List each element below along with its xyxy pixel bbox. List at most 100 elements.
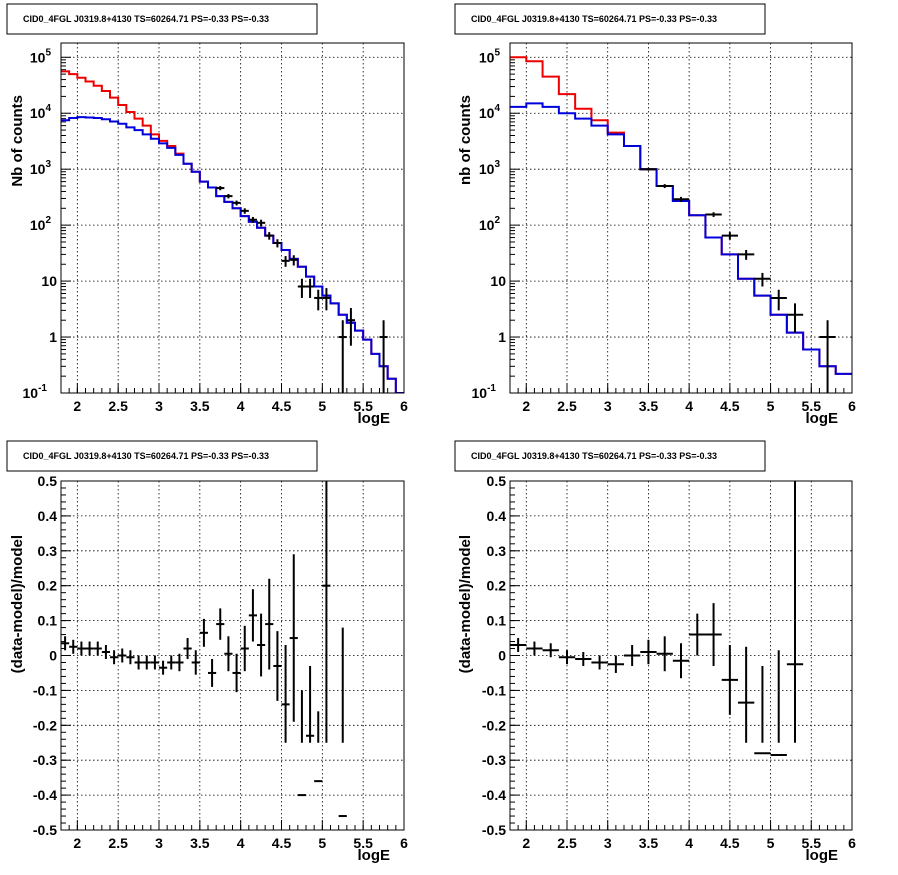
data-point <box>306 665 315 743</box>
data-point <box>110 650 119 665</box>
panel-bottom-left: CID0_4FGL J0319.8+4130 TS=60264.71 PS=-0… <box>6 440 408 864</box>
data-point <box>257 219 266 227</box>
title-box <box>6 3 318 35</box>
x-tick-label: 3 <box>155 835 163 851</box>
data-point <box>754 665 771 755</box>
y-tick-label: 0.4 <box>38 508 58 524</box>
data-point <box>322 481 331 743</box>
y-tick-label: 1 <box>49 329 57 345</box>
plot-area <box>61 70 404 393</box>
data-point <box>656 184 673 189</box>
data-point <box>656 636 673 672</box>
data-point <box>265 232 274 240</box>
y-tick-base: 10 <box>30 161 46 177</box>
x-tick-label: 2.5 <box>557 835 577 851</box>
y-tick-label: 0.3 <box>38 543 58 559</box>
plot-frame <box>509 42 853 394</box>
data-point <box>672 643 690 679</box>
x-tick-label: 6 <box>848 398 856 414</box>
y-tick-label: -0.4 <box>482 787 506 803</box>
y-tick-exponent: 4 <box>45 103 51 114</box>
data-point <box>183 638 192 659</box>
x-axis-label: logE <box>806 410 839 427</box>
data-point <box>61 636 70 651</box>
data-point <box>273 631 282 701</box>
x-tick-label: 4.5 <box>272 398 292 414</box>
title-box <box>454 440 766 472</box>
x-tick-label: 2.5 <box>108 398 128 414</box>
data-point <box>542 643 559 658</box>
data-point <box>265 578 274 670</box>
data-point <box>689 613 706 656</box>
y-tick-label: 1 <box>498 329 506 345</box>
y-tick-exponent: 3 <box>45 159 51 170</box>
y-axis-label: (data-model)/model <box>9 535 26 673</box>
chart-title: CID0_4FGL J0319.8+4130 TS=60264.71 PS=-0… <box>471 14 717 24</box>
x-tick-label: 5 <box>318 835 326 851</box>
y-axis-label: (data-model)/model <box>457 535 474 673</box>
plot-area <box>61 481 347 818</box>
y-tick-label: 0.2 <box>38 578 58 594</box>
x-tick-label: 3.5 <box>639 398 659 414</box>
data-point <box>191 650 200 675</box>
data-point <box>575 652 592 666</box>
y-tick-base: 10 <box>479 217 495 233</box>
data-point <box>786 481 804 743</box>
data-point <box>118 648 127 663</box>
chart-title: CID0_4FGL J0319.8+4130 TS=60264.71 PS=-0… <box>23 14 269 24</box>
y-tick-exponent: 5 <box>494 47 500 58</box>
data-point <box>346 308 355 346</box>
y-tick-label: 0.4 <box>487 508 507 524</box>
data-point <box>754 272 771 287</box>
y-tick-label: 10-1 <box>23 383 48 401</box>
data-point <box>297 278 306 298</box>
data-point <box>69 639 78 654</box>
y-tick-label: 103 <box>479 159 501 177</box>
data-point <box>77 641 86 656</box>
y-tick-label: -0.5 <box>482 822 506 838</box>
x-tick-label: 5 <box>318 398 326 414</box>
y-tick-label: -0.2 <box>33 717 57 733</box>
data-point <box>289 255 298 266</box>
plot-area <box>510 481 804 756</box>
data-point <box>289 554 298 722</box>
data-point <box>142 655 151 670</box>
plot-frame <box>60 480 405 831</box>
x-tick-label: 3.5 <box>190 835 210 851</box>
y-tick-label: 0.1 <box>487 613 507 629</box>
data-point <box>738 249 755 260</box>
title-box <box>6 440 318 472</box>
x-tick-label: 5.5 <box>802 835 822 851</box>
x-tick-label: 6 <box>400 398 408 414</box>
y-tick-label: -0.4 <box>33 787 57 803</box>
x-tick-label: 6 <box>400 835 408 851</box>
data-point <box>558 650 576 665</box>
x-tick-label: 2 <box>522 398 530 414</box>
x-tick-label: 6 <box>848 835 856 851</box>
data-point <box>510 638 527 653</box>
data-point <box>281 645 290 743</box>
data-point <box>640 167 657 171</box>
data-point <box>591 655 608 670</box>
x-tick-label: 4 <box>237 835 245 851</box>
data-point <box>338 320 347 393</box>
title-box <box>454 3 766 35</box>
x-axis-label: logE <box>358 847 391 864</box>
y-tick-label: -0.5 <box>33 822 57 838</box>
y-tick-base: 10 <box>472 385 488 401</box>
data-point <box>248 589 257 642</box>
data-point <box>175 653 184 672</box>
y-tick-exponent: 5 <box>45 47 51 58</box>
y-tick-label: 104 <box>479 103 501 121</box>
x-axis-label: logE <box>358 410 391 427</box>
x-tick-label: 3 <box>604 398 612 414</box>
x-tick-label: 4.5 <box>272 835 292 851</box>
data-point <box>93 641 102 656</box>
data-point <box>322 288 331 311</box>
data-point <box>257 613 266 677</box>
y-tick-label: 0.2 <box>487 578 507 594</box>
x-tick-label: 2 <box>522 835 530 851</box>
data-point <box>705 603 722 666</box>
y-tick-label: 102 <box>30 215 52 233</box>
